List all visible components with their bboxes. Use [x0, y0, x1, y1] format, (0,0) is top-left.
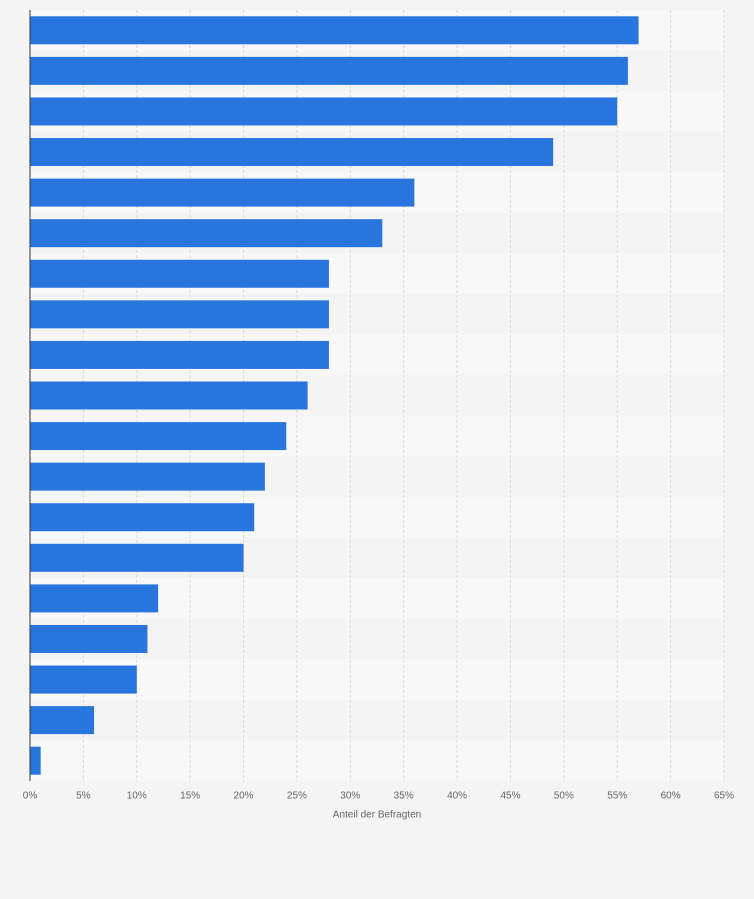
bar: [30, 503, 255, 532]
bar: [30, 178, 415, 207]
x-tick-label: 60%: [661, 791, 681, 802]
x-tick-label: 35%: [394, 791, 414, 802]
bar: [30, 16, 639, 45]
x-tick-label: 5%: [76, 791, 91, 802]
x-tick-label: 25%: [287, 791, 307, 802]
x-axis-label: Anteil der Befragten: [333, 810, 421, 821]
row-band: [30, 740, 724, 781]
bar: [30, 422, 287, 451]
bar: [30, 665, 137, 694]
x-tick-label: 20%: [234, 791, 254, 802]
bar: [30, 746, 41, 775]
bar: [30, 56, 628, 85]
bar: [30, 381, 308, 410]
bar: [30, 462, 265, 491]
bar: [30, 584, 159, 613]
row-band: [30, 699, 724, 741]
bar: [30, 706, 95, 735]
bar: [30, 259, 329, 288]
x-tick-label: 10%: [127, 791, 147, 802]
x-tick-label: 30%: [340, 791, 360, 802]
bar: [30, 138, 554, 167]
bar: [30, 340, 329, 369]
bar: [30, 543, 244, 572]
x-tick-label: 15%: [180, 791, 200, 802]
x-tick-label: 0%: [23, 791, 38, 802]
x-tick-label: 50%: [554, 791, 574, 802]
x-tick-label: 45%: [500, 791, 520, 802]
x-tick-label: 65%: [714, 791, 734, 802]
bar: [30, 300, 329, 329]
x-tick-label: 55%: [607, 791, 627, 802]
bar: [30, 624, 148, 653]
row-band: [30, 659, 724, 700]
bar: [30, 97, 618, 126]
x-tick-label: 40%: [447, 791, 467, 802]
bar: [30, 219, 383, 248]
